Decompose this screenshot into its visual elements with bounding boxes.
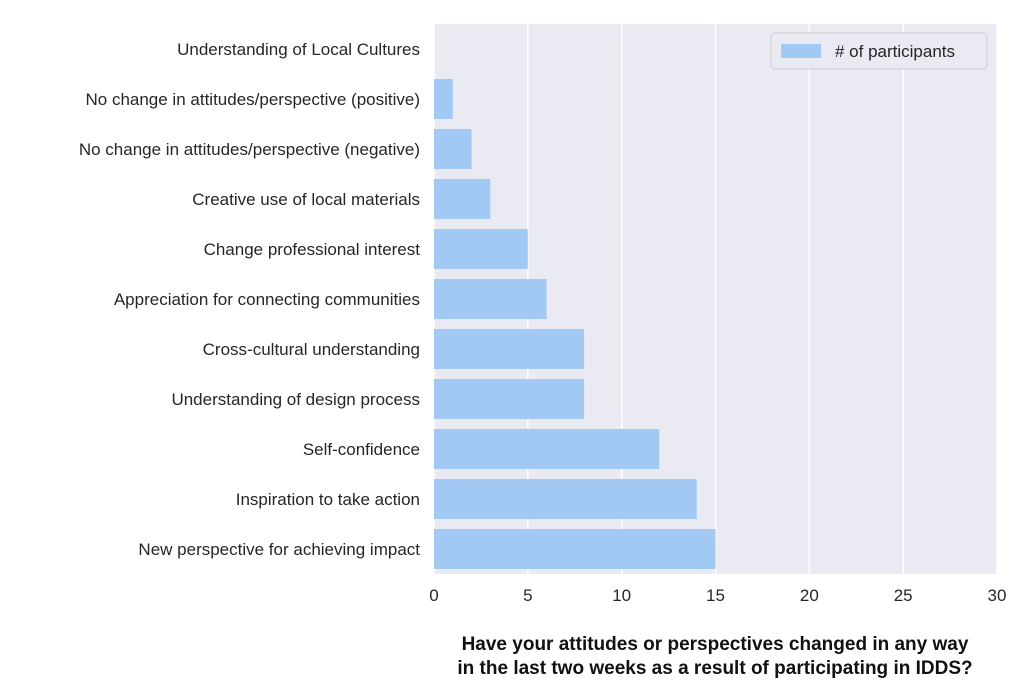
x-tick-label: 10 [612,586,631,605]
y-tick-label: Inspiration to take action [236,490,420,509]
bar [434,179,491,219]
x-tick-label: 25 [894,586,913,605]
x-tick-label: 0 [429,586,438,605]
x-axis-label-line-2: in the last two weeks as a result of par… [457,658,973,679]
y-tick-label: Understanding of design process [171,390,420,409]
bar [434,329,585,369]
bar [434,129,472,169]
legend-box [770,32,988,70]
bar [434,229,528,269]
bar [434,79,453,119]
bar [434,529,716,569]
y-tick-label: No change in attitudes/perspective (nega… [79,140,420,159]
x-tick-label: 15 [706,586,725,605]
y-tick-label: Appreciation for connecting communities [114,290,420,309]
legend-swatch [781,44,821,58]
bar [434,479,697,519]
y-tick-label: New perspective for achieving impact [138,540,420,559]
legend-label: # of participants [835,42,955,61]
bar [434,279,547,319]
bar [434,429,660,469]
x-tick-label: 30 [988,586,1007,605]
y-tick-label: Understanding of Local Cultures [177,40,420,59]
y-tick-label: Creative use of local materials [192,190,420,209]
y-tick-label: No change in attitudes/perspective (posi… [85,90,420,109]
x-tick-label: 20 [800,586,819,605]
bar [434,379,585,419]
x-tick-label: 5 [523,586,532,605]
y-tick-label: Self-confidence [303,440,420,459]
x-axis-label-line-1: Have your attitudes or perspectives chan… [461,634,969,655]
y-tick-label: Change professional interest [204,240,421,259]
y-tick-label: Cross-cultural understanding [203,340,420,359]
